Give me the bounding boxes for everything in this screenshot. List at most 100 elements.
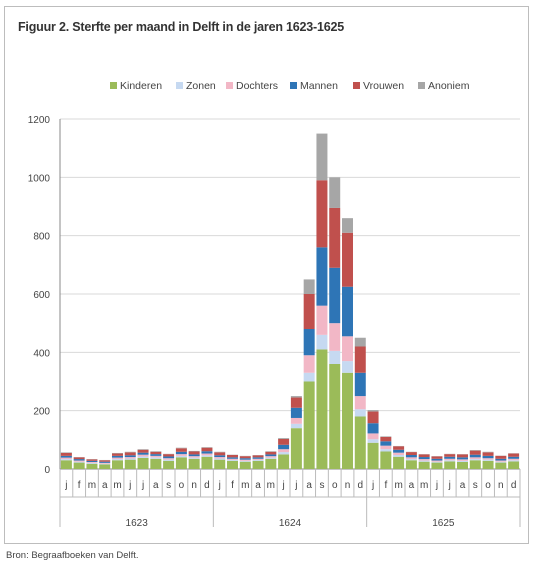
bar-segment-vrouwen [252, 455, 264, 458]
bar-segment-vrouwen [380, 436, 392, 442]
bar-segment-anoniem [188, 450, 200, 452]
bar-segment-dochters [137, 454, 149, 457]
bar-segment-kinderen [405, 460, 417, 469]
bar-segment-dochters [495, 460, 507, 462]
bar-segment-mannen [508, 456, 520, 459]
bar-segment-dochters [290, 417, 302, 424]
bar-segment-dochters [60, 457, 72, 460]
legend-swatch-mannen [290, 82, 297, 89]
month-label: d [511, 480, 517, 491]
bar-segment-zonen [393, 455, 405, 457]
bar-segment-zonen [405, 459, 417, 461]
bar-segment-dochters [329, 323, 341, 351]
month-label: s [473, 480, 478, 491]
bar-segment-zonen [150, 457, 162, 459]
bar-segment-kinderen [175, 457, 187, 469]
bar-segment-zonen [367, 439, 379, 443]
legend-swatch-dochters [226, 82, 233, 89]
bar-segment-anoniem [137, 449, 149, 450]
month-label: m [394, 480, 402, 491]
bar-segment-vrouwen [354, 346, 366, 373]
bar-segment-dochters [316, 305, 328, 335]
bar-segment-kinderen [252, 460, 264, 469]
month-label: d [204, 480, 210, 491]
bar-segment-zonen [73, 461, 85, 463]
bar-segment-vrouwen [457, 454, 468, 458]
chart-title: Figuur 2. Sterfte per maand in Delft in … [18, 20, 345, 34]
bar-segment-mannen [175, 451, 187, 455]
bar-segment-anoniem [150, 451, 162, 452]
bar-segment-vrouwen [112, 453, 123, 456]
bar-segment-anoniem [290, 396, 302, 398]
bar-segment-anoniem [469, 450, 481, 451]
bar-segment-anoniem [60, 452, 72, 453]
bar-segment-vrouwen [278, 438, 290, 445]
legend-swatch-anoniem [418, 82, 425, 89]
bar-segment-vrouwen [303, 294, 315, 329]
bar-segment-vrouwen [201, 447, 213, 452]
month-label: j [448, 480, 451, 491]
bar-segment-vrouwen [342, 232, 353, 287]
bar-segment-anoniem [124, 451, 136, 453]
bar-segment-zonen [508, 460, 520, 462]
bar-segment-dochters [342, 336, 353, 362]
bar-segment-vrouwen [188, 451, 200, 455]
bar-segment-vrouwen [265, 451, 277, 455]
bar-segment-vrouwen [214, 452, 226, 456]
bar-segment-kinderen [86, 463, 98, 469]
bar-segment-kinderen [367, 442, 379, 469]
bar-segment-vrouwen [99, 460, 111, 462]
bar-segment-mannen [86, 460, 98, 462]
bar-segment-vrouwen [290, 397, 302, 408]
year-label: 1625 [432, 518, 455, 529]
bar-segment-zonen [354, 409, 366, 417]
bar-segment-zonen [380, 449, 392, 452]
month-label: j [294, 480, 297, 491]
month-label: n [345, 480, 351, 491]
bar-segment-vrouwen [508, 453, 520, 457]
bar-segment-mannen [444, 456, 456, 459]
month-label: n [498, 480, 504, 491]
bar-segment-dochters [73, 460, 85, 462]
bar-segment-mannen [342, 286, 353, 337]
bar-segment-mannen [163, 456, 175, 459]
bar-segment-zonen [86, 462, 98, 464]
bar-segment-kinderen [99, 464, 111, 469]
bar-segment-zonen [252, 459, 264, 461]
month-label: m [88, 480, 96, 491]
bar-segment-kinderen [73, 462, 85, 469]
bar-segment-mannen [201, 451, 213, 454]
bar-segment-vrouwen [495, 455, 507, 459]
bar-segment-dochters [444, 458, 456, 461]
bar-segment-vrouwen [393, 446, 405, 450]
month-label: m [420, 480, 428, 491]
bar-segment-vrouwen [124, 452, 136, 456]
bar-segment-dochters [86, 462, 98, 463]
bar-segment-anoniem [482, 451, 494, 453]
bar-segment-dochters [303, 355, 315, 373]
bar-segment-kinderen [329, 364, 341, 469]
bar-segment-kinderen [303, 381, 315, 469]
bar-segment-kinderen [342, 372, 353, 469]
month-label: a [306, 480, 312, 491]
bar-segment-anoniem [329, 177, 341, 208]
bar-segment-dochters [367, 433, 379, 440]
bar-segment-zonen [495, 461, 507, 463]
bar-segment-kinderen [444, 461, 456, 469]
bar-segment-zonen [418, 460, 430, 462]
bar-segment-mannen [265, 454, 277, 457]
bar-segment-mannen [393, 449, 405, 453]
bar-segment-vrouwen [405, 452, 417, 455]
bar-segment-dochters [239, 459, 251, 461]
month-label: n [191, 480, 197, 491]
bar-segment-zonen [342, 361, 353, 373]
bar-segment-vrouwen [316, 180, 328, 248]
bar-segment-dochters [188, 456, 200, 458]
y-tick-label: 400 [33, 348, 50, 359]
bar-segment-kinderen [227, 460, 238, 469]
y-tick-label: 800 [33, 232, 50, 243]
bar-segment-mannen [303, 329, 315, 356]
source-note: Bron: Begraafboeken van Delft. [6, 550, 139, 561]
bar-segment-mannen [239, 458, 251, 460]
bar-segment-dochters [431, 460, 443, 462]
